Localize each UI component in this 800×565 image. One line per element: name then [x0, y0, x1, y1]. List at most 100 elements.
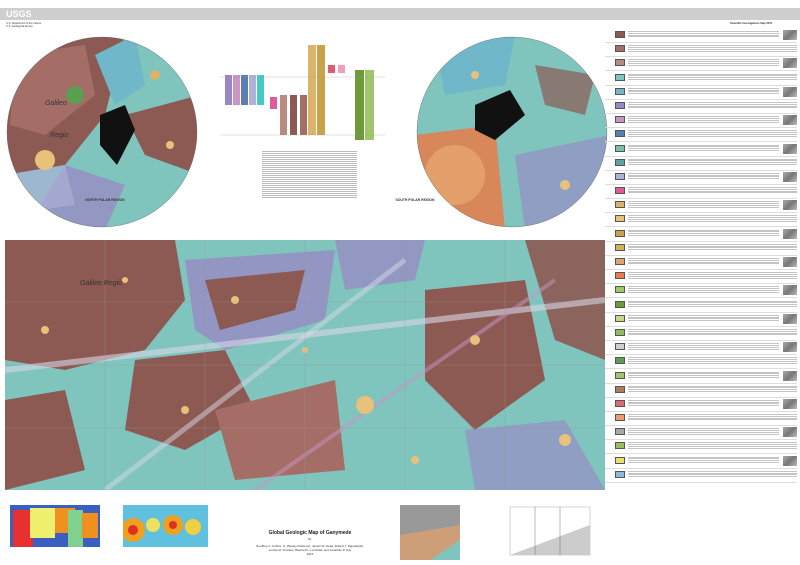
unit-swatch [615, 229, 625, 237]
unit-swatch [615, 258, 625, 265]
unit-swatch [615, 87, 625, 95]
unit-swatch [615, 272, 625, 280]
authors: Geoffrey C. Collins, G. Wesley Patterson… [230, 544, 390, 556]
map-unit-row [605, 342, 797, 356]
unit-description [628, 427, 779, 435]
map-title: Global Geologic Map of Ganymede [268, 530, 352, 536]
unit-example-image [783, 200, 797, 211]
unit-description [628, 229, 779, 237]
description-text [262, 150, 357, 199]
map-unit-row [605, 171, 797, 185]
unit-description [628, 399, 779, 407]
unit-description [628, 172, 779, 180]
unit-description [628, 257, 779, 265]
unit-swatch [615, 414, 625, 422]
map-unit-row [605, 200, 797, 214]
map-unit-row [605, 186, 797, 200]
unit-description [628, 200, 779, 208]
unit-example-image [783, 455, 797, 466]
inset-map-1 [10, 505, 100, 547]
by-label: By [308, 538, 312, 541]
south-polar-label: SOUTH POLAR REGION [395, 198, 435, 202]
usgs-logo: USGS [6, 9, 32, 19]
header-bar [0, 8, 800, 20]
map-unit-row [605, 228, 797, 242]
unit-swatch [615, 31, 625, 38]
map-unit-row [605, 143, 797, 157]
map-unit-row [605, 30, 797, 43]
unit-description [628, 314, 779, 322]
map-unit-row [605, 313, 797, 327]
unit-swatch [615, 45, 625, 53]
unit-swatch [615, 187, 625, 195]
map-unit-row [605, 470, 797, 483]
map-unit-row [605, 385, 797, 398]
unit-swatch [615, 158, 625, 166]
unit-swatch [615, 130, 625, 138]
unit-description [628, 101, 797, 109]
unit-description [628, 456, 779, 464]
unit-swatch [615, 144, 625, 152]
map-unit-row [605, 58, 797, 72]
unit-example-image [783, 58, 797, 69]
unit-description [628, 30, 779, 38]
north-polar-map: Galileo Regio [6, 36, 198, 228]
authors-line-2: Louise M. Prockter, Baerbel K. Lucchitta… [268, 548, 352, 552]
map-unit-row [605, 300, 797, 313]
unit-swatch [615, 215, 625, 223]
unit-description [628, 328, 797, 336]
unit-description [628, 285, 779, 293]
unit-description [628, 300, 797, 308]
map-unit-row [605, 285, 797, 299]
unit-example-image [783, 398, 797, 409]
unit-swatch [615, 116, 625, 124]
map-unit-row [605, 101, 797, 114]
unit-example-image [783, 313, 797, 324]
unit-swatch [615, 201, 625, 209]
main-region-label: Galileo Regio [80, 280, 122, 287]
unit-description [628, 58, 779, 66]
map-unit-row [605, 44, 797, 58]
map-unit-row [605, 328, 797, 341]
unit-example-image [783, 115, 797, 126]
unit-swatch [615, 442, 625, 450]
unit-example-image [783, 257, 797, 267]
unit-swatch [615, 428, 625, 436]
unit-swatch [615, 399, 625, 407]
unit-swatch [615, 59, 625, 67]
unit-swatch [615, 243, 625, 251]
map-unit-row [605, 427, 797, 441]
series-label: Scientific Investigations Map 3237 [730, 22, 773, 25]
unit-swatch [615, 300, 625, 308]
authors-line-1: Geoffrey C. Collins, G. Wesley Patterson… [256, 544, 364, 548]
year: 2014 [306, 552, 314, 556]
unit-swatch [615, 286, 625, 294]
region-label-regio: Regio [50, 132, 68, 139]
unit-description [628, 129, 797, 137]
map-unit-row [605, 73, 797, 86]
unit-example-image [783, 370, 797, 381]
unit-description [628, 441, 797, 449]
map-unit-row [605, 370, 797, 384]
unit-example-image [783, 86, 797, 97]
unit-swatch [615, 101, 625, 109]
unit-description [628, 115, 779, 123]
crater-chart [509, 506, 591, 556]
unit-swatch [615, 371, 625, 379]
unit-swatch [615, 172, 625, 180]
north-polar-label: NORTH POLAR REGION [85, 198, 125, 202]
unit-description [628, 144, 779, 152]
unit-swatch [615, 343, 625, 351]
unit-example-image [783, 228, 797, 239]
map-unit-row [605, 398, 797, 412]
unit-description [628, 371, 779, 379]
unit-swatch [615, 470, 625, 478]
unit-swatch [615, 385, 625, 393]
image-inset [400, 505, 460, 560]
map-unit-row [605, 86, 797, 100]
unit-description [628, 44, 797, 52]
map-unit-row [605, 413, 797, 427]
map-unit-row [605, 455, 797, 469]
unit-example-image [783, 30, 797, 40]
unit-description [628, 271, 797, 279]
